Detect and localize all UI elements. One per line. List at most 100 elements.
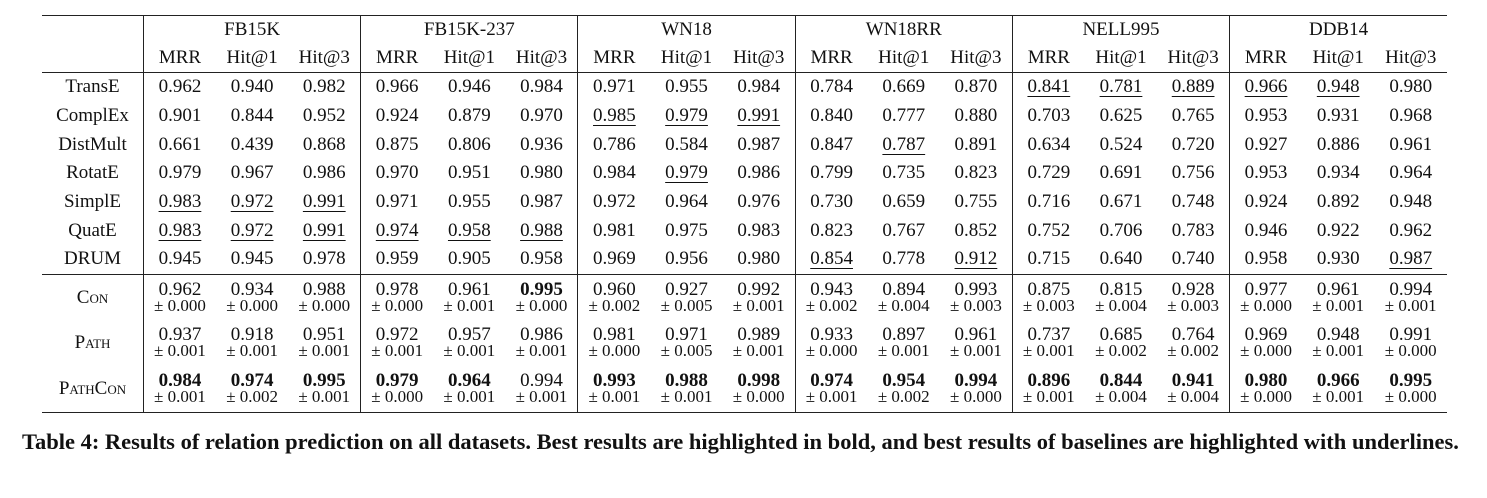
cell: 0.945 bbox=[216, 245, 288, 274]
std: ± 0.001 bbox=[805, 386, 858, 406]
cell: 0.958 bbox=[506, 245, 578, 274]
std: ± 0.001 bbox=[154, 386, 206, 406]
value: 0.979 bbox=[158, 162, 202, 184]
value: 0.524 bbox=[1099, 133, 1143, 155]
cell: 0.975 bbox=[650, 216, 722, 245]
cell: 0.892 bbox=[1302, 188, 1374, 217]
cell: 0.752 bbox=[1011, 216, 1085, 246]
value: 0.962 bbox=[158, 76, 202, 98]
cell: 0.988 bbox=[506, 216, 578, 245]
value: 0.961 bbox=[447, 278, 491, 300]
value: 0.994 bbox=[520, 369, 563, 391]
cell: 0.974 ± 0.001 bbox=[794, 366, 868, 413]
cell: 0.625 bbox=[1085, 102, 1157, 131]
cell: 0.854 bbox=[794, 245, 868, 275]
value: 0.978 bbox=[375, 278, 419, 300]
cell: 0.897 ± 0.001 bbox=[868, 320, 940, 366]
value: 0.991 bbox=[737, 105, 781, 127]
cell: 0.987 bbox=[723, 130, 795, 159]
cell: 0.953 bbox=[1229, 101, 1302, 131]
value: 0.948 bbox=[1316, 76, 1360, 98]
value: 0.980 bbox=[520, 162, 563, 184]
cell: 0.968 bbox=[1374, 102, 1447, 131]
method-row: Con 0.962 ± 0.000 0.934 ± 0.000 0.988 ± 0.000 0… bbox=[42, 274, 1447, 321]
cell: 0.969 bbox=[577, 245, 651, 275]
std: ± 0.001 bbox=[443, 386, 496, 406]
cell: 0.934 bbox=[1302, 159, 1374, 188]
value: 0.740 bbox=[1171, 248, 1215, 270]
value: 0.964 bbox=[665, 191, 708, 213]
value: 0.956 bbox=[665, 248, 708, 270]
caption: Table 4: Results of relation prediction … bbox=[22, 429, 1459, 454]
value: 0.784 bbox=[810, 76, 853, 98]
std: ± 0.001 bbox=[588, 386, 641, 406]
std: ± 0.000 bbox=[298, 295, 351, 315]
value: 0.715 bbox=[1027, 248, 1071, 270]
value: 0.980 bbox=[1389, 76, 1433, 98]
std: ± 0.004 bbox=[1167, 386, 1220, 406]
value: 0.927 bbox=[1244, 133, 1288, 155]
cell: 0.995 ± 0.001 bbox=[288, 366, 360, 412]
corner bbox=[42, 43, 144, 73]
value: 0.720 bbox=[1171, 133, 1215, 155]
value: 0.993 bbox=[593, 369, 636, 391]
cell: 0.980 bbox=[723, 245, 795, 274]
cell: 0.840 bbox=[794, 101, 868, 131]
header-row: FB15K FB15K-237 WN18 WN18RR NELL995 DDB14 bbox=[42, 15, 1447, 43]
dataset-header: FB15K-237 bbox=[360, 15, 578, 43]
value: 0.931 bbox=[1316, 105, 1360, 127]
std: ± 0.001 bbox=[1384, 295, 1437, 315]
std: ± 0.000 bbox=[588, 341, 641, 361]
value: 0.964 bbox=[447, 369, 491, 391]
cell: 0.986 ± 0.001 bbox=[506, 320, 578, 366]
value: 0.948 bbox=[1389, 191, 1433, 213]
cell: 0.979 bbox=[142, 159, 216, 188]
value: 0.976 bbox=[737, 191, 781, 213]
cell: 0.951 bbox=[433, 159, 505, 188]
value: 0.966 bbox=[1244, 76, 1288, 98]
cell: 0.841 bbox=[1011, 72, 1085, 102]
dataset-header: NELL995 bbox=[1011, 15, 1230, 43]
value: 0.960 bbox=[593, 278, 636, 300]
value: 0.992 bbox=[737, 278, 781, 300]
std: ± 0.004 bbox=[1095, 386, 1147, 406]
std: ± 0.000 bbox=[1240, 341, 1292, 361]
value: 0.840 bbox=[810, 105, 853, 127]
value: 0.841 bbox=[1027, 76, 1071, 98]
value: 0.756 bbox=[1171, 162, 1215, 184]
value: 0.986 bbox=[302, 162, 346, 184]
method-name: QuatE bbox=[68, 219, 117, 241]
cell: 0.735 bbox=[868, 159, 940, 188]
cell: 0.943 ± 0.002 bbox=[794, 274, 868, 321]
cell: 0.994 ± 0.000 bbox=[940, 366, 1012, 412]
value: 0.868 bbox=[302, 133, 346, 155]
cell: 0.989 ± 0.001 bbox=[723, 320, 795, 366]
cell: 0.927 bbox=[1229, 130, 1302, 160]
cell: 0.896 ± 0.001 bbox=[1011, 366, 1085, 413]
std: ± 0.002 bbox=[1167, 341, 1220, 361]
value: 0.955 bbox=[665, 76, 708, 98]
cell: 0.799 bbox=[794, 159, 868, 188]
cell: 0.928 ± 0.003 bbox=[1157, 274, 1229, 320]
value: 0.844 bbox=[1099, 369, 1143, 391]
std: ± 0.001 bbox=[298, 341, 351, 361]
cell: 0.976 bbox=[723, 188, 795, 217]
value: 0.979 bbox=[665, 105, 708, 127]
cell: 0.748 bbox=[1157, 188, 1229, 217]
metric-header: MRR bbox=[1011, 43, 1085, 73]
cell: 0.886 bbox=[1302, 130, 1374, 159]
cell: 0.439 bbox=[216, 130, 288, 159]
std: ± 0.001 bbox=[1312, 295, 1365, 315]
metric-header: MRR bbox=[794, 43, 868, 73]
cell: 0.977 ± 0.000 bbox=[1229, 274, 1302, 321]
cell: 0.991 bbox=[723, 102, 795, 131]
value: 0.982 bbox=[302, 76, 346, 98]
value: 0.945 bbox=[230, 248, 274, 270]
cell: 0.875 bbox=[360, 130, 434, 160]
value: 0.975 bbox=[665, 219, 708, 241]
value: 0.967 bbox=[230, 162, 274, 184]
cell: 0.987 bbox=[506, 188, 578, 217]
metric-header: Hit@3 bbox=[515, 46, 568, 68]
value: 0.928 bbox=[1171, 278, 1215, 300]
cell: 0.844 ± 0.004 bbox=[1085, 366, 1157, 412]
